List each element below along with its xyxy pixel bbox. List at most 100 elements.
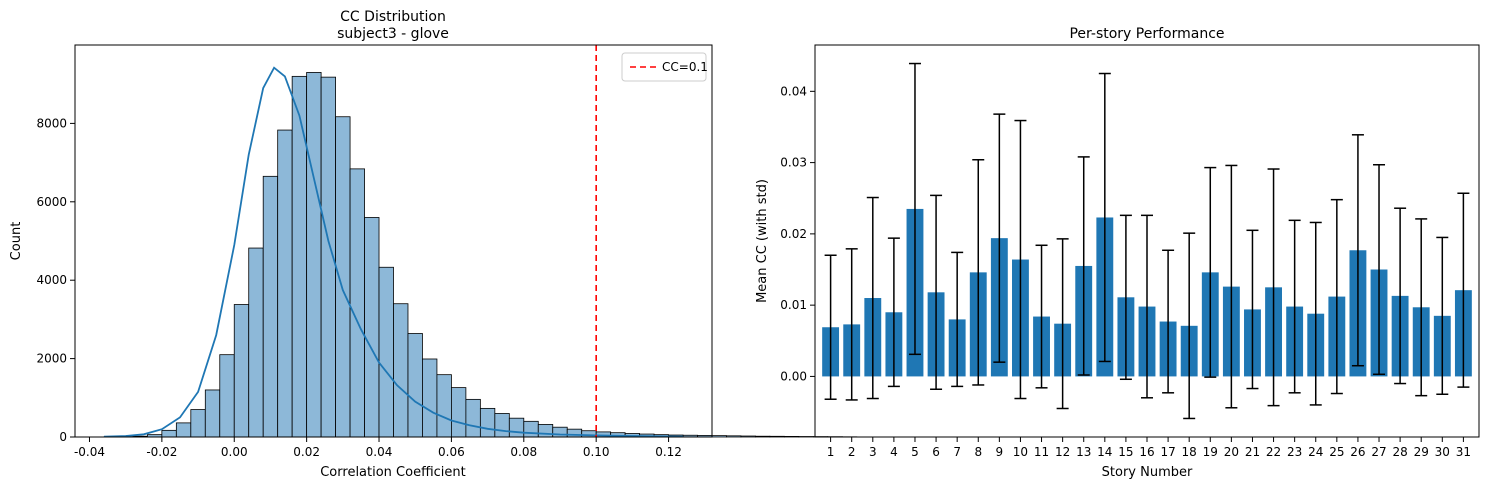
x-tick-label: 28: [1392, 445, 1407, 459]
histogram-bar: [740, 435, 756, 438]
bar-x-ticks: 1 2 3 4 5 6 7 8 9 10 11 12 13 14 15 16 17 18 19 20 21 22 23 24 2…: [827, 437, 1471, 459]
x-tick-label: 1: [827, 445, 835, 459]
histogram-bar: [306, 72, 322, 438]
x-tick-label: 11: [1034, 445, 1049, 459]
x-tick-label: 23: [1287, 445, 1302, 459]
legend-label: CC=0.1: [662, 60, 708, 74]
histogram-title-line2: subject3 - glove: [337, 26, 449, 42]
histogram-bar: [378, 266, 394, 438]
histogram-bar: [364, 217, 380, 438]
x-tick-label: 12: [1055, 445, 1070, 459]
x-tick-label: 30: [1435, 445, 1450, 459]
bar-title: Per-story Performance: [1069, 26, 1224, 42]
histogram-bar: [219, 354, 235, 438]
x-tick-label: 3: [869, 445, 877, 459]
histogram-bar: [291, 75, 308, 438]
histogram-bar: [393, 303, 409, 438]
histogram-bar: [436, 374, 452, 438]
x-tick-label: 20: [1224, 445, 1239, 459]
y-tick-label: 4000: [36, 273, 67, 287]
x-tick-label: 14: [1097, 445, 1112, 459]
histogram-bar: [451, 387, 467, 438]
x-tick-label: 13: [1076, 445, 1091, 459]
story-error-bars: [824, 62, 1470, 420]
x-tick-label: 8: [974, 445, 982, 459]
y-tick-label: 2000: [36, 352, 67, 366]
kde-curve: [103, 66, 684, 438]
histogram-bar: [277, 129, 293, 438]
histogram-bar: [335, 116, 351, 438]
x-tick-label: 19: [1203, 445, 1218, 459]
histogram-bar: [161, 429, 177, 438]
histogram-bar: [465, 398, 481, 438]
histogram-bar: [190, 409, 206, 438]
histogram-bar: [407, 333, 423, 438]
y-tick-label: 0: [59, 430, 67, 444]
bar-x-label: Story Number: [1102, 465, 1193, 480]
y-tick-label: 8000: [36, 116, 67, 130]
histogram-title-line1: CC Distribution: [340, 9, 446, 25]
x-tick-label: 17: [1160, 445, 1175, 459]
x-tick-label: 6: [932, 445, 940, 459]
histogram-bar: [175, 422, 192, 438]
histogram-bar: [248, 247, 264, 438]
y-tick-label: 0.02: [780, 227, 807, 241]
histogram-bar: [769, 435, 785, 438]
x-tick-label: 24: [1308, 445, 1323, 459]
x-tick-label: 18: [1182, 445, 1197, 459]
histogram-bar: [422, 358, 438, 438]
y-tick-label: 6000: [36, 195, 67, 209]
histogram-bar: [349, 168, 365, 438]
histogram-x-ticks: -0.04 -0.02 0.00 0.02 0.04 0.06 0.08 0.10 0.12: [74, 437, 682, 459]
x-tick-label: 16: [1139, 445, 1154, 459]
histogram-bar: [537, 424, 554, 438]
x-tick-label: 4: [890, 445, 898, 459]
y-tick-label: 0.03: [780, 156, 807, 170]
x-tick-label: 0.02: [293, 445, 320, 459]
y-tick-label: 0.04: [780, 84, 807, 98]
histogram-bar: [755, 435, 771, 438]
y-tick-label: 0.00: [780, 369, 807, 383]
x-tick-label: 29: [1414, 445, 1429, 459]
x-tick-label: 22: [1266, 445, 1281, 459]
histogram-y-ticks: 0 2000 4000 6000 8000: [36, 116, 75, 444]
x-tick-label: 31: [1456, 445, 1471, 459]
x-tick-label: 9: [996, 445, 1004, 459]
histogram-panel: CC Distribution subject3 - glove -0.04 -0…: [9, 9, 858, 480]
x-tick-label: 26: [1350, 445, 1365, 459]
x-tick-label: 0.04: [366, 445, 393, 459]
x-tick-label: 21: [1245, 445, 1260, 459]
x-tick-label: -0.02: [146, 445, 177, 459]
histogram-x-label: Correlation Coefficient: [320, 465, 466, 480]
histogram-bar: [783, 436, 800, 438]
bar-y-ticks: 0.00 0.01 0.02 0.03 0.04: [780, 84, 815, 383]
x-tick-label: 0.08: [510, 445, 537, 459]
bar-panel: Per-story Performance 1 2 3 4 5 6 7 8 9 10 11 12 13 1…: [755, 26, 1480, 480]
x-tick-label: 0.12: [655, 445, 682, 459]
histogram-bars: [103, 72, 858, 438]
x-tick-label: 15: [1118, 445, 1133, 459]
histogram-bar: [508, 417, 525, 438]
histogram-axes-frame: [74, 44, 713, 438]
histogram-bar: [552, 426, 568, 438]
legend-box: [621, 52, 707, 82]
x-tick-label: 10: [1013, 445, 1028, 459]
histogram-bar: [233, 304, 250, 438]
y-tick-label: 0.01: [780, 298, 807, 312]
histogram-bar: [523, 420, 539, 438]
x-tick-label: 27: [1371, 445, 1386, 459]
x-tick-label: 25: [1329, 445, 1344, 459]
histogram-legend: CC=0.1: [621, 52, 708, 82]
x-tick-label: 0.10: [583, 445, 610, 459]
histogram-bar: [711, 435, 727, 438]
x-tick-label: 2: [848, 445, 856, 459]
x-tick-label: 0.06: [438, 445, 465, 459]
bar-y-label: Mean CC (with std): [755, 179, 770, 303]
x-tick-label: 0.00: [221, 445, 248, 459]
histogram-bar: [494, 413, 510, 438]
histogram-bar: [204, 389, 221, 438]
x-tick-label: -0.04: [74, 445, 105, 459]
histogram-bar: [479, 407, 496, 438]
histogram-bar: [262, 175, 279, 438]
